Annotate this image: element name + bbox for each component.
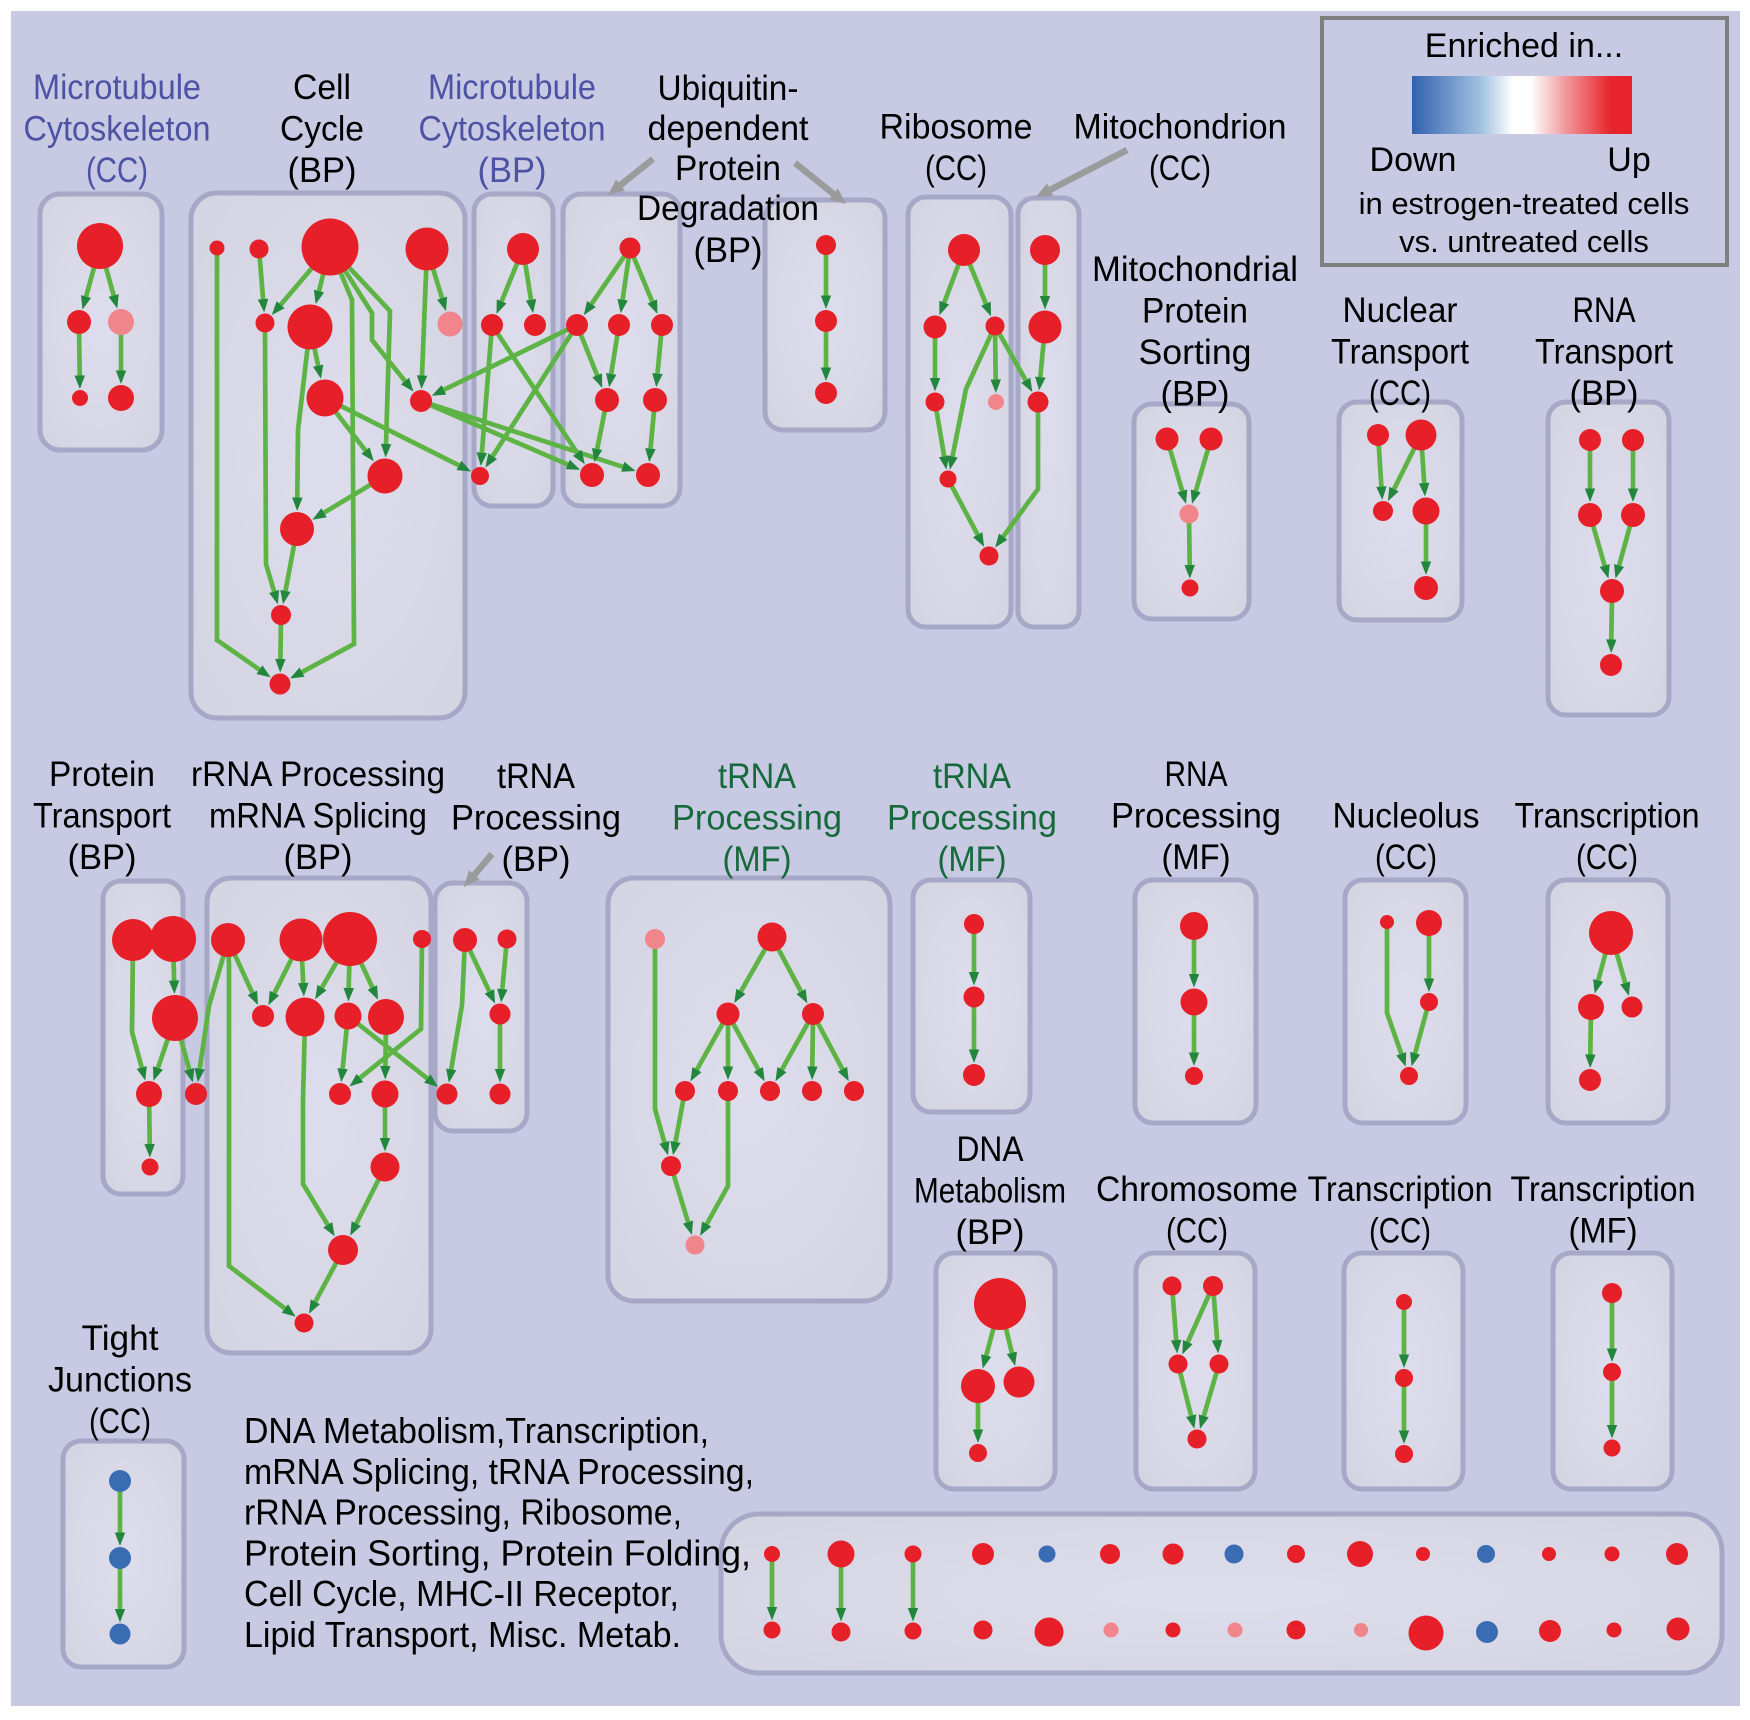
svg-text:RNA: RNA [1165, 755, 1229, 794]
svg-text:(CC): (CC) [1576, 838, 1638, 877]
svg-text:Tight: Tight [82, 1319, 159, 1358]
svg-text:(MF): (MF) [723, 840, 792, 879]
svg-text:Processing: Processing [672, 799, 842, 838]
svg-text:(MF): (MF) [938, 840, 1007, 879]
svg-text:Nucleolus: Nucleolus [1333, 797, 1480, 836]
svg-text:(CC): (CC) [1375, 838, 1437, 877]
svg-text:(BP): (BP) [478, 151, 547, 190]
svg-text:Microtubule: Microtubule [428, 68, 596, 107]
svg-text:tRNA: tRNA [933, 757, 1012, 796]
svg-text:(CC): (CC) [925, 149, 987, 188]
svg-text:Cytoskeleton: Cytoskeleton [419, 110, 606, 149]
svg-text:Cell Cycle, MHC-II Receptor,: Cell Cycle, MHC-II Receptor, [244, 1573, 679, 1614]
svg-text:Processing: Processing [451, 799, 621, 838]
svg-text:DNA Metabolism,Transcription,: DNA Metabolism,Transcription, [244, 1410, 709, 1451]
svg-text:Protein: Protein [1142, 292, 1248, 331]
svg-text:Cycle: Cycle [280, 110, 364, 149]
svg-text:(BP): (BP) [1161, 375, 1230, 414]
svg-text:(BP): (BP) [1570, 374, 1639, 413]
svg-text:Chromosome: Chromosome [1096, 1170, 1298, 1209]
svg-text:Junctions: Junctions [48, 1361, 192, 1400]
svg-text:rRNA Processing: rRNA Processing [191, 755, 445, 794]
svg-text:Microtubule: Microtubule [33, 68, 201, 107]
svg-text:dependent: dependent [648, 109, 809, 148]
svg-text:tRNA: tRNA [497, 757, 576, 796]
svg-text:Protein: Protein [49, 755, 155, 794]
svg-text:rRNA Processing, Ribosome,: rRNA Processing, Ribosome, [244, 1492, 682, 1533]
svg-text:mRNA Splicing, tRNA Processing: mRNA Splicing, tRNA Processing, [244, 1451, 754, 1492]
svg-text:Transcription: Transcription [1511, 1170, 1696, 1209]
svg-text:(BP): (BP) [284, 838, 353, 877]
svg-text:Enriched in...: Enriched in... [1425, 27, 1623, 65]
svg-text:DNA: DNA [957, 1130, 1025, 1169]
svg-text:Mitochondrial: Mitochondrial [1092, 250, 1298, 289]
svg-text:Ribosome: Ribosome [880, 108, 1033, 147]
svg-text:Up: Up [1607, 141, 1650, 179]
svg-text:Processing: Processing [887, 799, 1057, 838]
svg-text:Mitochondrion: Mitochondrion [1074, 108, 1287, 147]
svg-text:(CC): (CC) [1166, 1212, 1228, 1251]
svg-text:(CC): (CC) [89, 1402, 151, 1441]
svg-text:Transcription: Transcription [1515, 797, 1700, 836]
svg-text:(BP): (BP) [502, 840, 571, 879]
svg-text:Sorting: Sorting [1139, 333, 1252, 372]
svg-text:Transport: Transport [1535, 333, 1673, 372]
svg-text:Nuclear: Nuclear [1343, 291, 1458, 330]
svg-text:(BP): (BP) [68, 838, 137, 877]
svg-text:(MF): (MF) [1162, 838, 1231, 877]
svg-text:(MF): (MF) [1569, 1212, 1638, 1251]
svg-text:(CC): (CC) [86, 151, 148, 190]
svg-text:Transcription: Transcription [1308, 1170, 1493, 1209]
svg-text:Transport: Transport [33, 797, 171, 836]
svg-text:Degradation: Degradation [637, 189, 819, 228]
svg-text:vs. untreated cells: vs. untreated cells [1399, 224, 1649, 259]
svg-text:Protein: Protein [675, 149, 781, 188]
svg-text:Cytoskeleton: Cytoskeleton [24, 110, 211, 149]
svg-text:Ubiquitin-: Ubiquitin- [658, 69, 799, 108]
svg-text:(CC): (CC) [1149, 149, 1211, 188]
svg-text:(CC): (CC) [1369, 1212, 1431, 1251]
svg-text:(CC): (CC) [1369, 374, 1431, 413]
svg-text:(BP): (BP) [694, 231, 763, 270]
svg-text:(BP): (BP) [288, 151, 357, 190]
svg-text:(BP): (BP) [956, 1213, 1025, 1252]
svg-text:RNA: RNA [1573, 291, 1637, 330]
svg-text:tRNA: tRNA [718, 757, 797, 796]
svg-text:Metabolism: Metabolism [914, 1172, 1066, 1211]
svg-text:mRNA Splicing: mRNA Splicing [209, 797, 427, 836]
svg-text:Down: Down [1370, 141, 1457, 179]
svg-text:in estrogen-treated cells: in estrogen-treated cells [1359, 186, 1690, 221]
svg-text:Protein Sorting, Protein Foldi: Protein Sorting, Protein Folding, [244, 1532, 751, 1573]
svg-text:Lipid Transport, Misc. Metab.: Lipid Transport, Misc. Metab. [244, 1614, 681, 1655]
svg-text:Processing: Processing [1111, 797, 1281, 836]
svg-text:Transport: Transport [1331, 333, 1469, 372]
svg-text:Cell: Cell [293, 68, 351, 107]
